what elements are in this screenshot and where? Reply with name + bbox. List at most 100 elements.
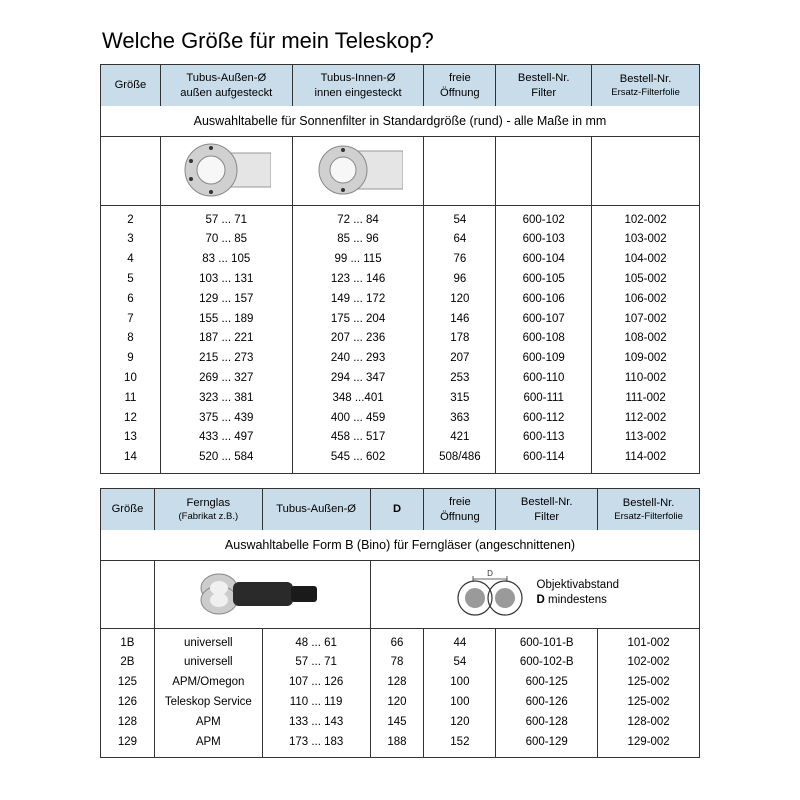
table-cell: 111-002: [592, 389, 700, 409]
table-cell: 545 ... 602: [292, 448, 424, 473]
table-telescope-filters: Auswahltabelle für Sonnenfilter in Stand…: [100, 64, 700, 474]
table-cell: 4: [101, 250, 161, 270]
table-cell: 13: [101, 428, 161, 448]
table-row: 6129 ... 157149 ... 172120600-106106-002: [101, 290, 700, 310]
table-cell: 83 ... 105: [160, 250, 292, 270]
table-row: 14520 ... 584545 ... 602508/486600-11411…: [101, 448, 700, 473]
table-row: 11323 ... 381348 ...401315600-111111-002: [101, 389, 700, 409]
table-cell: 600-111: [496, 389, 592, 409]
table-cell: 72 ... 84: [292, 205, 424, 230]
table-cell: 104-002: [592, 250, 700, 270]
table-cell: 188: [370, 733, 424, 758]
table-cell: 133 ... 143: [262, 713, 370, 733]
table-cell: 421: [424, 428, 496, 448]
table-cell: 600-104: [496, 250, 592, 270]
table-row: 370 ... 8585 ... 9664600-103103-002: [101, 230, 700, 250]
table2-caption: Auswahltabelle Form B (Bino) für Fernglä…: [101, 530, 700, 560]
table-cell: 14: [101, 448, 161, 473]
table-row: 128APM133 ... 143145120600-128128-002: [101, 713, 700, 733]
table-cell: 3: [101, 230, 161, 250]
table-cell: 102-002: [592, 205, 700, 230]
table-cell: 110-002: [592, 369, 700, 389]
table-cell: 600-109: [496, 349, 592, 369]
table-cell: 458 ... 517: [292, 428, 424, 448]
distance-label: ObjektivabstandD mindestens: [537, 578, 619, 608]
filter-outer-image: [160, 136, 292, 205]
table-cell: 120: [424, 290, 496, 310]
table-cell: 99 ... 115: [292, 250, 424, 270]
table-row: 483 ... 10599 ... 11576600-104104-002: [101, 250, 700, 270]
table-cell: 173 ... 183: [262, 733, 370, 758]
table-cell: 102-002: [598, 653, 700, 673]
column-header: Bestell-Nr.Filter: [496, 65, 592, 107]
table-cell: 187 ... 221: [160, 329, 292, 349]
table-row: 126Teleskop Service110 ... 119120100600-…: [101, 693, 700, 713]
column-header: Größe: [101, 489, 155, 531]
column-header: Größe: [101, 65, 161, 107]
table-cell: 178: [424, 329, 496, 349]
page-title: Welche Größe für mein Teleskop?: [102, 28, 700, 54]
table-cell: 129-002: [598, 733, 700, 758]
filter-inner-image: [292, 136, 424, 205]
table-cell: 7: [101, 310, 161, 330]
column-header: Tubus-Innen-Øinnen eingesteckt: [292, 65, 424, 107]
table-cell: 508/486: [424, 448, 496, 473]
table-cell: 128: [101, 713, 155, 733]
table-cell: 600-103: [496, 230, 592, 250]
column-header: Bestell-Nr.Ersatz-Filterfolie: [598, 489, 700, 531]
table-cell: 433 ... 497: [160, 428, 292, 448]
column-header: Tubus-Außen-Øaußen aufgesteckt: [160, 65, 292, 107]
table-cell: 2B: [101, 653, 155, 673]
table-row: 8187 ... 221207 ... 236178600-108108-002: [101, 329, 700, 349]
table-cell: 125-002: [598, 693, 700, 713]
table-cell: 129 ... 157: [160, 290, 292, 310]
table-cell: 70 ... 85: [160, 230, 292, 250]
table-cell: 348 ...401: [292, 389, 424, 409]
table-cell: APM: [154, 733, 262, 758]
table-cell: 57 ... 71: [160, 205, 292, 230]
table-cell: 600-129: [496, 733, 598, 758]
table1-caption: Auswahltabelle für Sonnenfilter in Stand…: [101, 106, 700, 136]
table-cell: 57 ... 71: [262, 653, 370, 673]
table-row: 9215 ... 273240 ... 293207600-109109-002: [101, 349, 700, 369]
table-cell: 9: [101, 349, 161, 369]
table-cell: 6: [101, 290, 161, 310]
table-cell: 10: [101, 369, 161, 389]
table-row: 257 ... 7172 ... 8454600-102102-002: [101, 205, 700, 230]
table-cell: APM: [154, 713, 262, 733]
table-cell: 8: [101, 329, 161, 349]
table-cell: 600-113: [496, 428, 592, 448]
table-cell: 2: [101, 205, 161, 230]
table-cell: 125-002: [598, 673, 700, 693]
table-row: 1Buniversell48 ... 616644600-101-B101-00…: [101, 628, 700, 653]
table-cell: 76: [424, 250, 496, 270]
binocular-image: [154, 560, 370, 628]
table-cell: 109-002: [592, 349, 700, 369]
table-cell: universell: [154, 653, 262, 673]
table-cell: 107-002: [592, 310, 700, 330]
table-cell: 120: [424, 713, 496, 733]
table-cell: 64: [424, 230, 496, 250]
table-cell: 125: [101, 673, 155, 693]
table-cell: 66: [370, 628, 424, 653]
table-cell: 48 ... 61: [262, 628, 370, 653]
table-row: 10269 ... 327294 ... 347253600-110110-00…: [101, 369, 700, 389]
table-cell: 145: [370, 713, 424, 733]
table-cell: 600-106: [496, 290, 592, 310]
table-cell: 600-108: [496, 329, 592, 349]
table-cell: 103-002: [592, 230, 700, 250]
table-cell: 120: [370, 693, 424, 713]
table-cell: 600-105: [496, 270, 592, 290]
table-cell: 5: [101, 270, 161, 290]
table-cell: 600-126: [496, 693, 598, 713]
table-row: 7155 ... 189175 ... 204146600-107107-002: [101, 310, 700, 330]
table-cell: 363: [424, 409, 496, 429]
table-cell: 106-002: [592, 290, 700, 310]
table-binocular-filters: Auswahltabelle Form B (Bino) für Fernglä…: [100, 488, 700, 758]
table-cell: 146: [424, 310, 496, 330]
table-cell: 175 ... 204: [292, 310, 424, 330]
table-cell: 207 ... 236: [292, 329, 424, 349]
table-row: 125APM/Omegon107 ... 126128100600-125125…: [101, 673, 700, 693]
table-cell: 152: [424, 733, 496, 758]
table-cell: 78: [370, 653, 424, 673]
